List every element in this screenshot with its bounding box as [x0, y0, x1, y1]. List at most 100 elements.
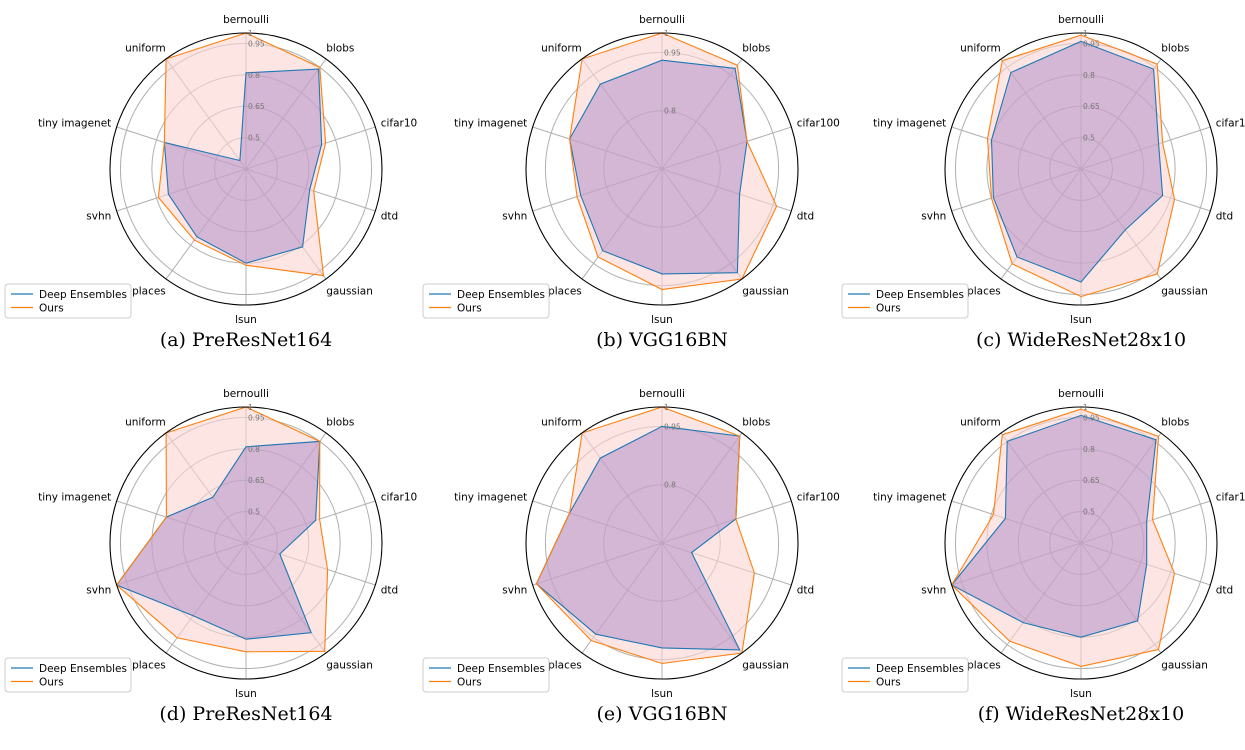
ours-area: [987, 35, 1175, 297]
radial-tick-label: 0.95: [664, 48, 681, 57]
radial-tick-label: 0.95: [1083, 39, 1100, 48]
axis-label: places: [967, 285, 1001, 297]
ours-area: [569, 33, 777, 290]
outer-frame: [109, 32, 383, 306]
axis-label: places: [967, 659, 1001, 671]
radial-tick-label: 0.95: [248, 413, 265, 422]
legend-box: [4, 283, 132, 319]
legend-label: Ours: [39, 677, 64, 689]
axis-label: bernoulli: [639, 388, 685, 400]
radial-tick-label: 0.65: [1083, 476, 1100, 485]
ours-area: [158, 33, 326, 276]
ours-line: [569, 32, 778, 291]
axis-label: gaussian: [742, 285, 789, 297]
deep-ensembles-line: [163, 68, 323, 264]
axis-label: dtd: [1216, 584, 1233, 596]
axis-label: svhn: [502, 584, 527, 596]
legend: Deep Ensembles Ours: [422, 657, 550, 693]
legend-box: [4, 657, 132, 693]
legend-label: Ours: [457, 677, 482, 689]
legend: Deep Ensembles Ours: [4, 657, 132, 693]
radial-tick-label: 0.95: [248, 39, 265, 48]
axis-label: uniform: [125, 417, 166, 429]
axis-label: blobs: [742, 43, 770, 55]
radial-tick-label: 0.95: [1083, 413, 1100, 422]
outer-frame: [944, 32, 1218, 306]
subfigure-caption: (d) PreResNet164: [159, 703, 332, 725]
radial-tick-label: 0.8: [1083, 445, 1095, 454]
radial-tick-label: 0.8: [248, 71, 260, 80]
legend-label: Ours: [876, 677, 901, 689]
radar-chart-4: 0.5 0.65 0.8 0.951 bernoulli blobs cifar10 dtd g…: [4, 388, 417, 725]
legend-box: [422, 283, 550, 319]
ours-line: [157, 32, 327, 277]
radial-tick-label: 0.65: [248, 102, 265, 111]
deep-ensembles-line: [950, 414, 1157, 638]
axis-label: blobs: [742, 417, 770, 429]
deep-ensembles-area: [536, 426, 740, 650]
axis-label: cifar10: [1216, 118, 1245, 130]
axis-label: lsun: [1070, 314, 1092, 326]
ours-line: [115, 406, 329, 653]
axis-label: svhn: [921, 584, 946, 596]
outer-frame: [525, 32, 799, 306]
subfigure-caption: (e) VGG16BN: [597, 703, 728, 725]
outer-frame: [109, 406, 383, 680]
legend-box: [841, 657, 969, 693]
deep-ensembles-area: [991, 41, 1163, 283]
radar-chart-6: 0.5 0.65 0.8 0.951 bernoulli blobs cifar10 dtd g…: [841, 388, 1245, 725]
subfigure-caption: (b) VGG16BN: [596, 329, 728, 351]
axis-label: svhn: [502, 210, 527, 222]
axis-label: blobs: [1161, 417, 1189, 429]
legend-box: [841, 283, 969, 319]
ours-line: [951, 408, 1176, 667]
axis-label: uniform: [960, 417, 1001, 429]
axis-label: tiny imagenet: [38, 492, 111, 504]
axis-label: svhn: [86, 584, 111, 596]
axis-label: lsun: [235, 314, 257, 326]
axis-label: uniform: [960, 43, 1001, 55]
deep-ensembles-line: [990, 40, 1164, 283]
radial-tick-label: 1: [1083, 403, 1088, 412]
radar-chart-3: 0.5 0.65 0.8 0.951 bernoulli blobs cifar10 dtd g…: [841, 14, 1245, 351]
axis-label: dtd: [797, 584, 814, 596]
legend: Deep Ensembles Ours: [4, 283, 132, 319]
radar-chart-5: 0.8 0.95 1 bernoulli blobs cifar100 dtd gaussia…: [422, 388, 840, 725]
radial-tick-label: 1: [664, 29, 669, 38]
deep-ensembles-area: [569, 60, 747, 274]
axis-label: tiny imagenet: [454, 492, 527, 504]
axis-label: gaussian: [1161, 285, 1208, 297]
legend: Deep Ensembles Ours: [841, 283, 969, 319]
axis-label: uniform: [541, 43, 582, 55]
radial-tick-label: 1: [248, 403, 253, 412]
radial-tick-label: 1: [248, 29, 253, 38]
radial-tick-label: 0.5: [248, 134, 260, 143]
legend-label: Deep Ensembles: [39, 289, 127, 301]
axis-label: cifar10: [381, 118, 418, 130]
deep-ensembles-area: [951, 415, 1156, 638]
legend-label: Ours: [457, 303, 482, 315]
axis-label: blobs: [326, 417, 354, 429]
legend-label: Deep Ensembles: [876, 289, 964, 301]
axis-label: dtd: [1216, 210, 1233, 222]
ours-area: [116, 407, 328, 652]
deep-ensembles-area: [164, 69, 322, 264]
legend: Deep Ensembles Ours: [422, 283, 550, 319]
outer-frame: [944, 406, 1218, 680]
axis-label: bernoulli: [223, 14, 269, 26]
legend-label: Deep Ensembles: [457, 663, 545, 675]
axis-label: gaussian: [326, 659, 373, 671]
axis-label: bernoulli: [1058, 14, 1104, 26]
axis-label: dtd: [381, 584, 398, 596]
axis-label: tiny imagenet: [454, 118, 527, 130]
deep-ensembles-line: [115, 440, 321, 640]
axis-label: dtd: [381, 210, 398, 222]
radial-tick-label: 0.8: [664, 107, 676, 116]
axis-label: cifar10: [1216, 492, 1245, 504]
axis-label: gaussian: [1161, 659, 1208, 671]
axis-label: gaussian: [742, 659, 789, 671]
ours-line: [535, 406, 755, 665]
radial-tick-label: 0.8: [1083, 71, 1095, 80]
axis-label: lsun: [1070, 688, 1092, 700]
axis-label: cifar100: [797, 492, 840, 504]
